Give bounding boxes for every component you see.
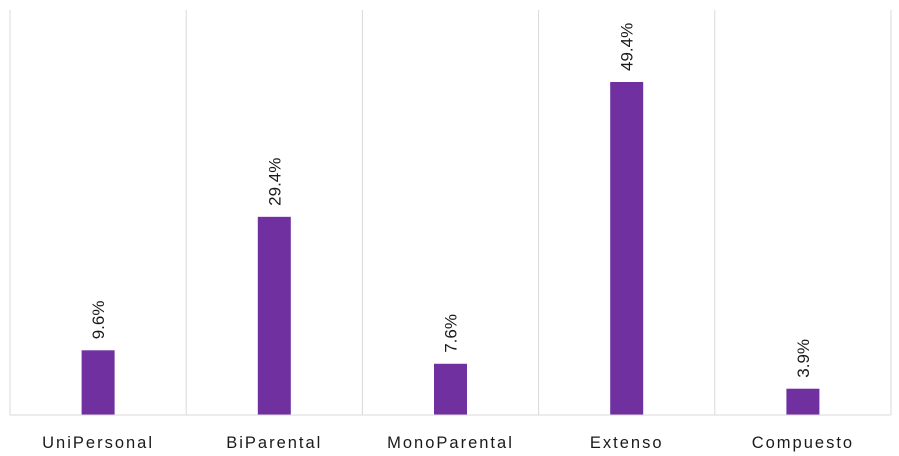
tick-label-extenso: Extenso: [590, 434, 664, 452]
data-label-extenso: 49.4%: [618, 23, 637, 71]
data-labels: 9.6% 29.4% 7.6% 49.4% 3.9%: [89, 23, 813, 378]
tick-label-unipersonal: UniPersonal: [42, 434, 154, 452]
data-label-monoparental: 7.6%: [442, 314, 461, 353]
bar-compuesto: [786, 388, 820, 415]
tick-label-biparental: BiParental: [226, 434, 322, 452]
data-label-unipersonal: 9.6%: [89, 301, 108, 340]
bar-unipersonal: [81, 350, 115, 415]
tick-label-compuesto: Compuesto: [752, 434, 854, 452]
data-label-compuesto: 3.9%: [794, 339, 813, 378]
data-label-biparental: 29.4%: [265, 158, 284, 206]
bar-series: [81, 82, 820, 415]
category-separators: [9, 10, 892, 415]
bar-extenso: [610, 82, 644, 415]
tick-label-monoparental: MonoParental: [387, 434, 514, 452]
x-axis-tick-labels: UniPersonal BiParental MonoParental Extenso…: [42, 434, 854, 452]
bar-biparental: [257, 216, 291, 415]
bar-monoparental: [434, 363, 467, 415]
